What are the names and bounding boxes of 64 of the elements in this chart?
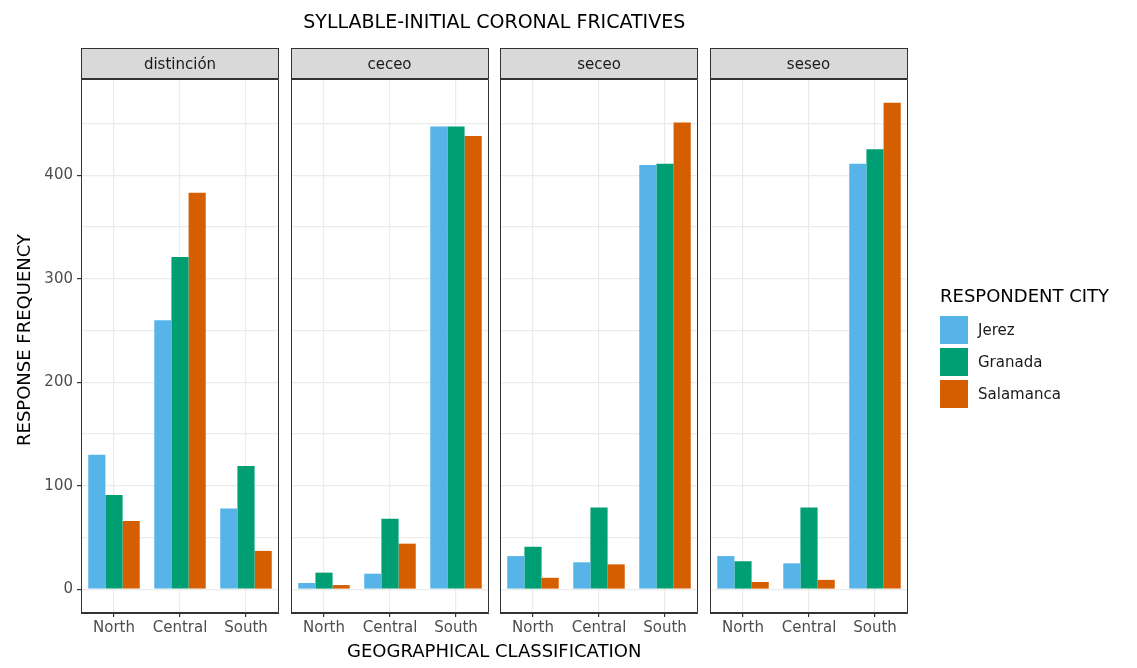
x-tick-label: South <box>643 617 687 636</box>
bar <box>398 543 416 589</box>
x-tick-label: South <box>852 617 897 636</box>
bar <box>507 556 525 589</box>
bar <box>656 163 674 589</box>
chart-title: ceceo <box>290 48 489 79</box>
x-tick-label: Central <box>781 617 836 636</box>
bar <box>817 579 835 589</box>
bar <box>332 585 350 589</box>
x-tick-label: North <box>93 617 135 636</box>
bar <box>883 102 901 589</box>
bar <box>220 508 238 589</box>
x-tick-label: North <box>302 617 345 636</box>
bar <box>314 572 333 589</box>
bar <box>673 122 691 589</box>
bar <box>782 563 800 589</box>
x-axis-title: GEOGRAPHICAL CLASSIFICATION <box>346 640 643 661</box>
bar <box>363 573 381 589</box>
x-tick-label: South <box>433 617 478 636</box>
bar <box>590 507 608 589</box>
chart-title: seceo <box>500 48 698 79</box>
bar <box>105 495 123 589</box>
legend-label: Granada <box>978 353 1043 371</box>
bar <box>799 507 818 589</box>
legend-title: RESPONDENT CITY <box>940 285 1110 306</box>
y-tick-label: 400 <box>44 165 73 184</box>
y-tick-label: 0 <box>63 579 73 598</box>
legend-label: Jerez <box>978 321 1015 339</box>
legend-label: Salamanca <box>978 385 1061 403</box>
chart-title: seseo <box>709 48 908 79</box>
bar <box>716 556 734 589</box>
x-tick-label: Central <box>362 617 417 636</box>
bar <box>573 562 591 589</box>
bar <box>154 320 172 589</box>
bar <box>122 520 140 589</box>
bar <box>524 546 542 589</box>
bar <box>171 257 189 589</box>
bar <box>297 582 315 589</box>
text: SYLLABLE-INITIAL CORONAL FRICATIVES <box>302 10 687 32</box>
chart-title: distinción <box>81 48 279 79</box>
bar <box>639 164 657 589</box>
x-tick-label: Central <box>571 617 627 636</box>
bar <box>429 126 447 589</box>
bar <box>865 149 884 589</box>
x-tick-label: South <box>224 617 268 636</box>
bar <box>188 192 206 589</box>
x-tick-label: Central <box>152 617 208 636</box>
bar <box>751 581 769 589</box>
bar <box>446 126 465 589</box>
bar <box>607 564 625 589</box>
y-tick-label: 200 <box>44 372 73 391</box>
y-tick-label: 300 <box>44 268 73 287</box>
y-tick-label: 100 <box>44 475 73 494</box>
bar <box>464 135 482 589</box>
y-axis-title: RESPONSE FREQUENCY <box>12 233 35 448</box>
bar <box>88 454 106 589</box>
bar <box>380 518 399 589</box>
bar <box>733 561 752 589</box>
bar <box>541 577 559 589</box>
bar <box>254 550 272 589</box>
x-tick-label: North <box>721 617 764 636</box>
x-tick-label: North <box>512 617 554 636</box>
bar <box>848 163 866 589</box>
bar <box>237 466 255 589</box>
